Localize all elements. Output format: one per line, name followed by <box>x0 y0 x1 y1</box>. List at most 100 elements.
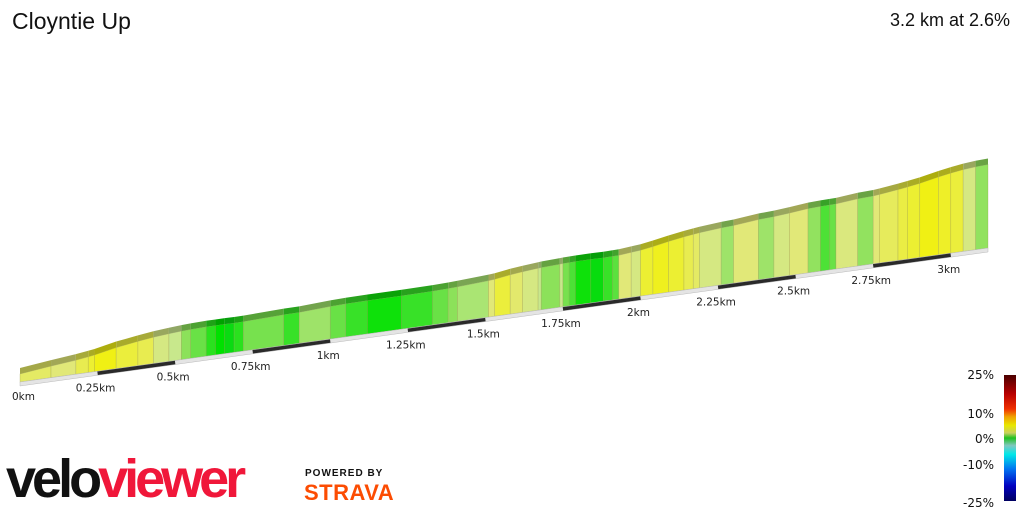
gradient-segment <box>87 354 95 373</box>
distance-tick-label: 1km <box>317 350 340 362</box>
distance-tick-label: 1.75km <box>541 318 581 330</box>
gradient-segment <box>668 236 685 293</box>
segment-top-face <box>693 226 700 235</box>
gradient-segment <box>283 311 300 346</box>
segment-top-face <box>224 316 235 325</box>
gradient-segment <box>329 303 347 340</box>
segment-top-face <box>345 294 368 304</box>
gradient-segment <box>168 330 182 362</box>
segment-top-face <box>190 320 207 330</box>
segment-top-face <box>590 251 604 260</box>
segment-top-face <box>603 250 613 258</box>
distance-tick-label: 3km <box>937 264 960 276</box>
logo-velo: velo <box>6 449 102 509</box>
gradient-segment <box>345 300 368 338</box>
legend-label-neg25: -25% <box>962 496 994 510</box>
gradient-segment <box>215 323 226 356</box>
segment-top-face <box>181 323 191 332</box>
segment-top-face <box>168 325 182 334</box>
segment-top-face <box>88 348 95 357</box>
gradient-segment <box>733 219 759 284</box>
segment-top-face <box>569 255 576 263</box>
segment-top-face <box>829 197 836 205</box>
segment-top-face <box>243 308 284 322</box>
gradient-segment <box>758 216 775 281</box>
gradient-segment <box>559 263 564 308</box>
gradient-segment <box>720 225 734 286</box>
segment-top-face <box>541 258 560 268</box>
segment-top-face <box>808 200 821 209</box>
segment-top-face <box>494 268 511 280</box>
segment-top-face <box>631 244 641 253</box>
gradient-segment <box>447 286 458 324</box>
distance-axis <box>19 247 989 387</box>
gradient-segment <box>683 233 694 291</box>
segment-top-face <box>575 253 591 262</box>
segment-summary: 3.2 km at 2.6% <box>889 10 1010 30</box>
gradient-segment <box>401 290 433 330</box>
gradient-segment <box>699 227 722 289</box>
gradient-segment <box>640 246 654 297</box>
distance-tick-label: 1.25km <box>386 339 426 351</box>
segment-top-face <box>721 219 734 228</box>
gradient-color-scale <box>1004 375 1016 501</box>
segment-top-face <box>963 160 976 170</box>
elevation-profile-chart: 0km 0.25km 0.5km 0.75km 1km 1.25km 1.5km 1.75km… <box>12 158 989 403</box>
gradient-segments <box>19 158 989 383</box>
segment-top-face <box>75 350 89 361</box>
gradient-segment <box>950 169 964 254</box>
gradient-segment <box>233 321 244 353</box>
distance-tick-label: 0.25km <box>76 382 116 394</box>
gradient-segment <box>879 189 899 264</box>
segment-top-face <box>153 327 169 338</box>
segment-top-face <box>975 158 988 167</box>
segment-top-face <box>299 300 331 313</box>
distance-tick-label: 0km <box>12 391 35 403</box>
legend-label-neg10: -10% <box>962 458 994 472</box>
distance-tick-label: 0.5km <box>157 372 190 384</box>
gradient-segment <box>829 203 837 271</box>
segment-top-face <box>330 297 346 307</box>
segment-top-face <box>448 280 458 289</box>
segment-top-face <box>522 262 539 272</box>
segment-top-face <box>116 335 138 348</box>
segment-top-face <box>668 230 684 242</box>
segment-top-face <box>510 265 523 275</box>
segment-top-face <box>879 183 899 195</box>
segment-top-face <box>938 167 951 177</box>
segment-top-face <box>758 210 774 220</box>
veloviewer-logo[interactable]: veloviewer <box>6 449 246 509</box>
gradient-segment <box>522 267 539 313</box>
gradient-segment <box>612 254 620 301</box>
gradient-segment <box>938 172 952 256</box>
gradient-segment <box>575 258 592 306</box>
gradient-segment <box>205 325 216 357</box>
distance-tick-label: 2.5km <box>777 286 810 298</box>
logo-viewer: viewer <box>98 449 246 509</box>
distance-tick-label: 1.5km <box>467 329 500 341</box>
gradient-segment <box>137 336 154 367</box>
segment-top-face <box>51 354 76 367</box>
segment-top-face <box>919 170 939 184</box>
distance-tick-label: 2.25km <box>696 296 736 308</box>
segment-top-face <box>907 177 920 188</box>
distance-tick-label: 0.75km <box>231 361 271 373</box>
gradient-segment <box>835 198 858 270</box>
strava-logo[interactable]: STRAVA <box>304 480 395 505</box>
gradient-segment <box>457 280 489 322</box>
segment-top-face <box>367 289 402 301</box>
segment-top-face <box>835 192 858 204</box>
legend-label-25: 25% <box>967 368 994 382</box>
gradient-segment <box>857 195 874 267</box>
segment-title: Cloyntie Up <box>12 8 131 34</box>
segment-top-face <box>618 246 632 256</box>
segment-top-face <box>401 285 433 296</box>
segment-top-face <box>538 261 542 269</box>
segment-top-face <box>683 228 694 237</box>
segment-top-face <box>699 221 722 233</box>
gradient-segment <box>630 249 641 298</box>
gradient-segment <box>919 176 939 258</box>
gradient-segment <box>618 251 632 300</box>
gradient-segment <box>820 204 831 272</box>
segment-top-face <box>562 256 570 264</box>
